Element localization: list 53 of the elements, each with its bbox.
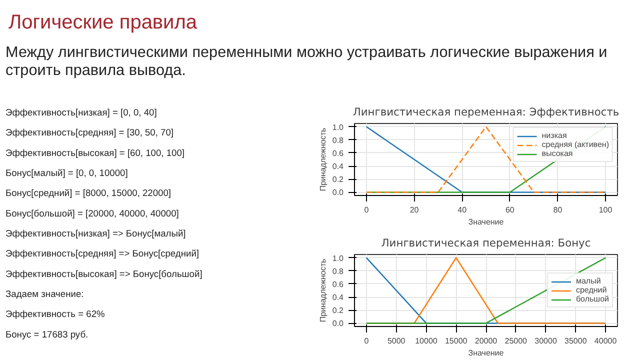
x-tick-label: 10000 — [415, 336, 438, 346]
text: Эффективность[высокая] => Бонус[большой] — [6, 268, 202, 279]
x-tick-label: 80 — [553, 206, 563, 214]
text: Бонус = 17683 руб. — [6, 329, 88, 340]
text: Логические правила — [8, 12, 198, 34]
x-tick-label: 0 — [364, 206, 370, 214]
x-tick-label: 25000 — [504, 336, 528, 346]
text: Эффективность[низкая] => Бонус[малый] — [6, 228, 186, 238]
y-tick-label: 0.6 — [332, 280, 344, 289]
y-tick-label: 1.0 — [332, 254, 344, 263]
x-tick-label: 100 — [598, 206, 613, 214]
y-tick-label: 0.8 — [332, 266, 344, 276]
y-tick-label: 0.8 — [332, 136, 344, 145]
y-tick-label: 0.2 — [332, 175, 344, 184]
x-tick-label: 40 — [458, 206, 468, 214]
text: Эффективность[высокая] = [60, 100, 100] — [6, 148, 185, 158]
y-tick-label: 0.4 — [332, 293, 344, 302]
chart-title: Лингвистическая переменная: Бонус — [381, 236, 591, 250]
text: Эффективность = 62% — [6, 309, 105, 320]
text: Эффективность[средняя] = [30, 50, 70] — [6, 128, 174, 138]
chart-title: Лингвистическая переменная: Эффективность — [352, 106, 620, 118]
legend-label: большой — [576, 294, 609, 304]
text: Эффективность[низкая] = [0, 0, 40] — [6, 108, 157, 118]
text: Между лингвистическими переменными можно устраивать логические выражения и строить правила вывода. — [6, 44, 608, 79]
text: Бонус[малый] = [0, 0, 10000] — [6, 168, 128, 178]
x-tick-label: 40000 — [594, 336, 618, 346]
x-axis-title: Значение — [468, 218, 504, 226]
y-tick-label: 0.6 — [332, 148, 344, 158]
text: Бонус[большой] = [20000, 40000, 40000] — [6, 208, 179, 218]
x-tick-label: 0 — [364, 336, 370, 346]
y-axis-title: Принадлежность — [318, 258, 328, 322]
x-tick-label: 20 — [410, 206, 420, 214]
legend-label: средняя (активен) — [542, 140, 609, 149]
y-tick-label: 0.0 — [332, 188, 344, 198]
x-tick-label: 20000 — [474, 336, 498, 346]
legend-label: низкая — [542, 131, 567, 140]
y-axis-title: Принадлежность — [318, 128, 328, 192]
legend-label: средний — [576, 286, 607, 294]
legend-label: малый — [576, 276, 601, 286]
y-tick-label: 0.2 — [332, 306, 344, 316]
x-tick-label: 15000 — [444, 336, 468, 346]
x-tick-label: 5000 — [387, 336, 406, 346]
y-tick-label: 0.0 — [332, 319, 344, 328]
text: Эффективность[средняя] => Бонус[средний] — [6, 248, 200, 259]
x-axis-title: Значение — [468, 348, 504, 358]
x-tick-label: 30000 — [534, 336, 558, 346]
y-tick-label: 0.4 — [332, 162, 344, 172]
legend-label: высокая — [542, 149, 573, 158]
text: Задаем значение: — [6, 289, 84, 299]
text: Бонус[средний] = [8000, 15000, 22000] — [6, 188, 172, 198]
x-tick-label: 60 — [505, 206, 515, 214]
y-tick-label: 1.0 — [332, 122, 344, 132]
x-tick-label: 35000 — [564, 336, 588, 346]
